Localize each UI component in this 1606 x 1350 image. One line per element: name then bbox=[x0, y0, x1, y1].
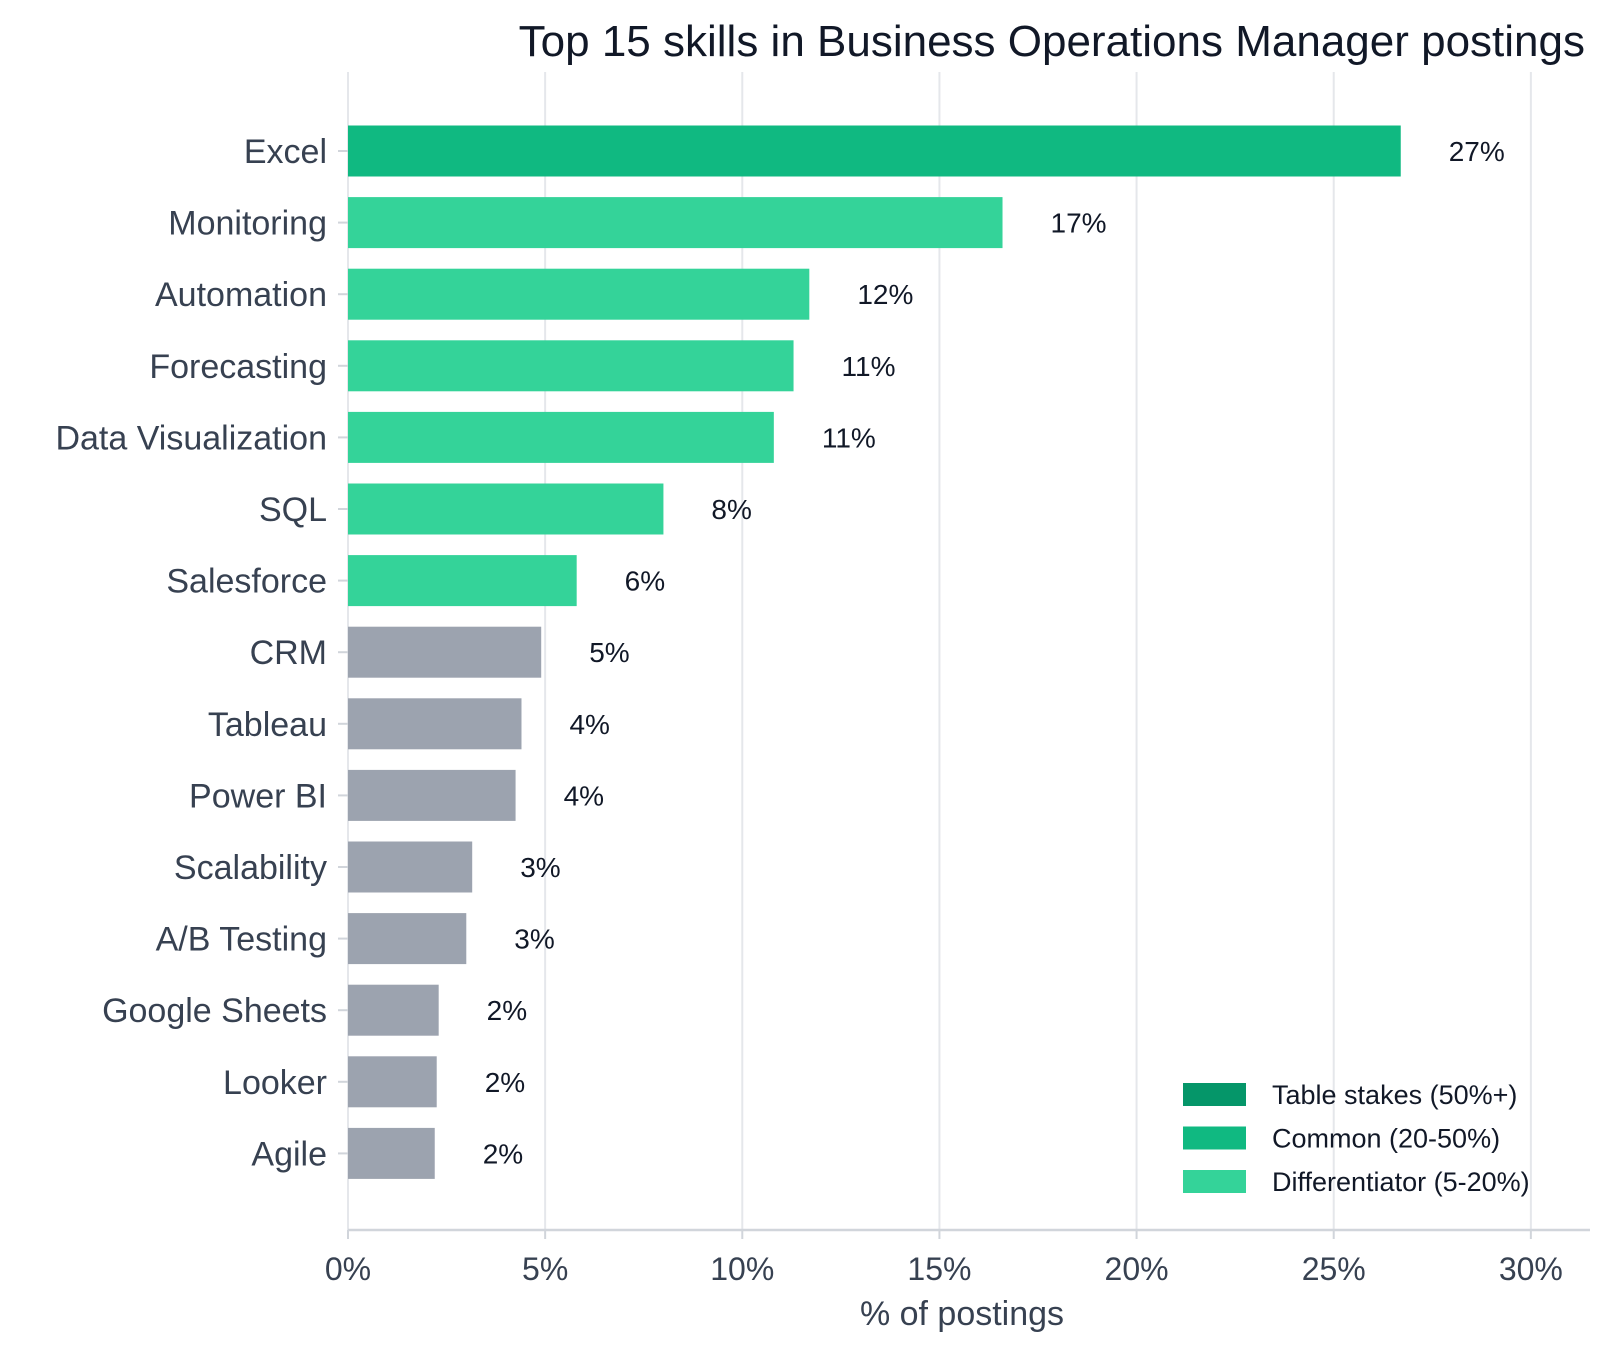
bar bbox=[348, 1056, 437, 1108]
legend-swatch bbox=[1183, 1083, 1246, 1106]
chart-title: Top 15 skills in Business Operations Man… bbox=[519, 17, 1585, 66]
legend-label: Differentiator (5-20%) bbox=[1272, 1167, 1530, 1197]
bar-value-label: 4% bbox=[569, 709, 609, 740]
x-tick-label: 20% bbox=[1105, 1251, 1169, 1287]
x-axis: 0% 5% 10% 15% 20% 25% 30% bbox=[325, 1228, 1590, 1287]
bar bbox=[348, 1127, 435, 1179]
bar-value-label: 6% bbox=[625, 566, 665, 597]
bar bbox=[348, 841, 473, 893]
legend: Table stakes (50%+) Common (20-50%) Differ… bbox=[1183, 1080, 1530, 1197]
bar-value-label: 3% bbox=[520, 852, 560, 883]
x-tick-label: 5% bbox=[522, 1251, 568, 1287]
bar bbox=[348, 197, 1003, 249]
category-label: Excel bbox=[244, 133, 327, 171]
category-label: Scalability bbox=[174, 849, 327, 887]
x-axis-title: % of postings bbox=[860, 1295, 1064, 1333]
x-tick-label: 30% bbox=[1499, 1251, 1563, 1287]
bar bbox=[348, 125, 1401, 177]
x-tick-label: 0% bbox=[325, 1251, 371, 1287]
bar-value-label: 27% bbox=[1449, 136, 1505, 167]
gridlines bbox=[347, 72, 1532, 1230]
category-label: Google Sheets bbox=[102, 992, 327, 1030]
x-tick-label: 15% bbox=[907, 1251, 971, 1287]
category-label: SQL bbox=[259, 491, 327, 529]
category-label: Forecasting bbox=[149, 348, 327, 386]
x-tick-label: 10% bbox=[710, 1251, 774, 1287]
bar bbox=[348, 555, 577, 607]
bar bbox=[348, 483, 664, 535]
bar-value-label: 2% bbox=[485, 1067, 525, 1098]
category-label: Monitoring bbox=[168, 205, 327, 243]
category-labels: Excel Monitoring Automation Forecasting Data… bbox=[55, 133, 348, 1173]
bar bbox=[348, 698, 522, 750]
bar-value-label: 5% bbox=[589, 637, 629, 668]
category-label: Looker bbox=[223, 1064, 327, 1102]
category-label: Data Visualization bbox=[55, 419, 327, 457]
bar-value-label: 2% bbox=[483, 1138, 523, 1169]
category-label: CRM bbox=[250, 634, 327, 672]
category-label: Salesforce bbox=[166, 563, 327, 601]
bar bbox=[348, 626, 542, 678]
legend-label: Table stakes (50%+) bbox=[1272, 1080, 1517, 1110]
category-label: Power BI bbox=[189, 777, 327, 815]
category-label: A/B Testing bbox=[156, 921, 327, 959]
category-label: Tableau bbox=[208, 706, 327, 744]
bar bbox=[348, 913, 467, 965]
bar-value-label: 11% bbox=[842, 351, 896, 382]
bars bbox=[348, 125, 1401, 1179]
legend-label: Common (20-50%) bbox=[1272, 1124, 1500, 1154]
bar bbox=[348, 340, 794, 392]
bar-value-label: 4% bbox=[564, 780, 604, 811]
category-label: Agile bbox=[251, 1135, 327, 1173]
value-labels: 27% 17% 12% 11% 11% 8% 6% 5% 4% 4% 3% 3% 2% 2% 2% bbox=[483, 136, 1505, 1169]
bar bbox=[348, 984, 439, 1036]
legend-swatch bbox=[1183, 1170, 1246, 1193]
category-label: Automation bbox=[155, 276, 327, 314]
bar-value-label: 17% bbox=[1051, 208, 1107, 239]
bar-value-label: 12% bbox=[857, 279, 913, 310]
bar bbox=[348, 268, 810, 320]
bar-value-label: 8% bbox=[711, 494, 751, 525]
bar-value-label: 11% bbox=[822, 422, 876, 453]
bar-value-label: 3% bbox=[514, 924, 554, 955]
legend-swatch bbox=[1183, 1126, 1246, 1150]
bar-value-label: 2% bbox=[487, 995, 527, 1026]
bar bbox=[348, 769, 516, 821]
bar bbox=[348, 411, 774, 463]
x-tick-label: 25% bbox=[1302, 1251, 1366, 1287]
